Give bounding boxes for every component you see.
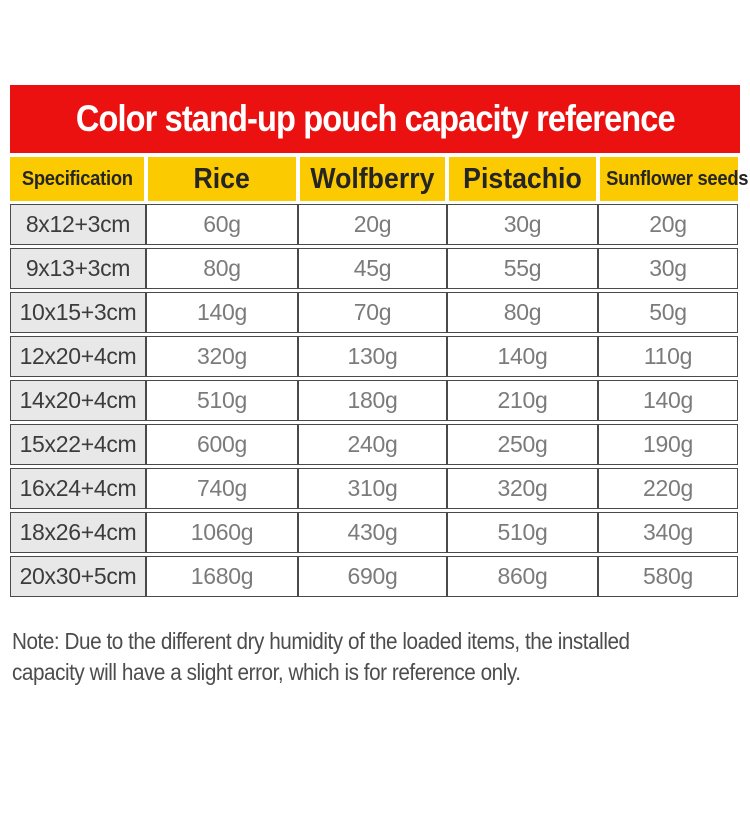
capacity-table-body: 8x12+3cm 60g 20g 30g 20g 9x13+3cm 80g 45g 55g 30g… <box>10 204 738 597</box>
note-text: Note: Due to the different dry humidity … <box>12 626 750 688</box>
specification-cell: 10x15+3cm <box>10 292 146 333</box>
capacity-value-cell: 50g <box>598 292 738 333</box>
specification-cell: 20x30+5cm <box>10 556 146 597</box>
column-header-wolfberry: Wolfberry <box>298 157 447 201</box>
capacity-value-cell: 860g <box>447 556 598 597</box>
capacity-value-cell: 210g <box>447 380 598 421</box>
capacity-reference-figure: Color stand-up pouch capacity reference … <box>0 85 750 835</box>
note-line-1: Note: Due to the different dry humidity … <box>12 628 630 654</box>
table-row: 14x20+4cm 510g 180g 210g 140g <box>10 380 738 421</box>
capacity-value-cell: 580g <box>598 556 738 597</box>
capacity-value-cell: 430g <box>298 512 447 553</box>
capacity-value-cell: 190g <box>598 424 738 465</box>
table-row: 10x15+3cm 140g 70g 80g 50g <box>10 292 738 333</box>
specification-cell: 14x20+4cm <box>10 380 146 421</box>
capacity-value-cell: 140g <box>598 380 738 421</box>
capacity-value-cell: 180g <box>298 380 447 421</box>
capacity-value-cell: 55g <box>447 248 598 289</box>
capacity-value-cell: 60g <box>146 204 298 245</box>
capacity-value-cell: 320g <box>146 336 298 377</box>
capacity-value-cell: 600g <box>146 424 298 465</box>
capacity-value-cell: 1060g <box>146 512 298 553</box>
capacity-value-cell: 45g <box>298 248 447 289</box>
header-row: Specification Rice Wolfberry Pistachio S… <box>10 157 749 201</box>
table-row: 18x26+4cm 1060g 430g 510g 340g <box>10 512 738 553</box>
table-row: 8x12+3cm 60g 20g 30g 20g <box>10 204 738 245</box>
column-header-pistachio: Pistachio <box>447 157 598 201</box>
capacity-value-cell: 320g <box>447 468 598 509</box>
capacity-value-cell: 70g <box>298 292 447 333</box>
capacity-value-cell: 510g <box>146 380 298 421</box>
capacity-value-cell: 20g <box>598 204 738 245</box>
column-header-rice: Rice <box>146 157 298 201</box>
specification-cell: 16x24+4cm <box>10 468 146 509</box>
capacity-value-cell: 510g <box>447 512 598 553</box>
capacity-value-cell: 740g <box>146 468 298 509</box>
table-row: 12x20+4cm 320g 130g 140g 110g <box>10 336 738 377</box>
capacity-value-cell: 340g <box>598 512 738 553</box>
specification-cell: 9x13+3cm <box>10 248 146 289</box>
capacity-value-cell: 130g <box>298 336 447 377</box>
capacity-value-cell: 1680g <box>146 556 298 597</box>
specification-cell: 15x22+4cm <box>10 424 146 465</box>
capacity-value-cell: 80g <box>447 292 598 333</box>
note-line-2: capacity will have a slight error, which… <box>12 659 521 685</box>
capacity-table: Specification Rice Wolfberry Pistachio S… <box>10 154 749 600</box>
title-banner: Color stand-up pouch capacity reference <box>10 85 740 153</box>
capacity-value-cell: 220g <box>598 468 738 509</box>
capacity-value-cell: 80g <box>146 248 298 289</box>
capacity-value-cell: 140g <box>146 292 298 333</box>
capacity-value-cell: 690g <box>298 556 447 597</box>
capacity-value-cell: 240g <box>298 424 447 465</box>
capacity-value-cell: 30g <box>598 248 738 289</box>
specification-cell: 8x12+3cm <box>10 204 146 245</box>
table-row: 9x13+3cm 80g 45g 55g 30g <box>10 248 738 289</box>
page-title: Color stand-up pouch capacity reference <box>75 98 676 139</box>
table-row: 16x24+4cm 740g 310g 320g 220g <box>10 468 738 509</box>
specification-cell: 18x26+4cm <box>10 512 146 553</box>
capacity-value-cell: 310g <box>298 468 447 509</box>
capacity-value-cell: 30g <box>447 204 598 245</box>
specification-cell: 12x20+4cm <box>10 336 146 377</box>
capacity-value-cell: 20g <box>298 204 447 245</box>
capacity-value-cell: 250g <box>447 424 598 465</box>
capacity-value-cell: 140g <box>447 336 598 377</box>
column-header-sunflower-seeds: Sunflower seeds <box>598 157 749 201</box>
column-header-specification: Specification <box>10 157 146 201</box>
capacity-value-cell: 110g <box>598 336 738 377</box>
table-row: 20x30+5cm 1680g 690g 860g 580g <box>10 556 738 597</box>
table-row: 15x22+4cm 600g 240g 250g 190g <box>10 424 738 465</box>
